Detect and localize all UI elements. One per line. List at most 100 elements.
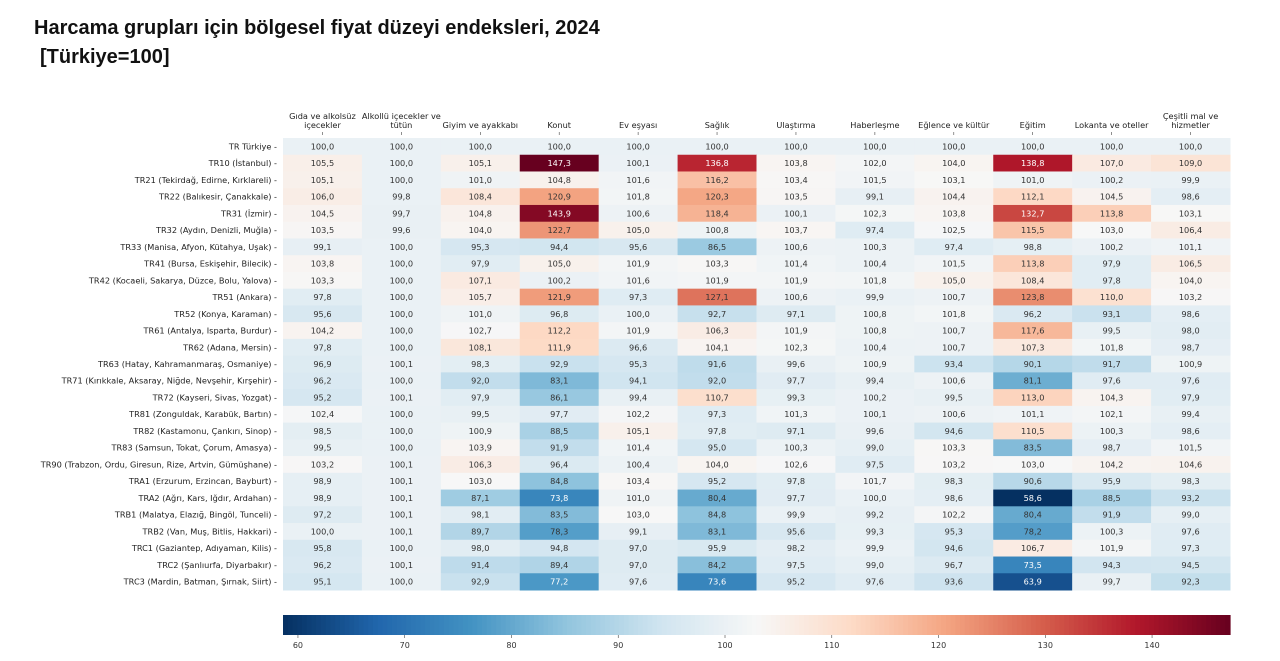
heatmap-cell xyxy=(835,439,915,457)
heatmap-cell xyxy=(993,288,1073,306)
cell-value-label: 99,9 xyxy=(866,292,884,302)
heatmap-cell xyxy=(1072,305,1152,323)
heatmap-cell xyxy=(677,389,757,407)
cell-value-label: 105,7 xyxy=(469,292,492,302)
heatmap-cell xyxy=(835,271,915,290)
colorbar-segment xyxy=(1168,615,1174,635)
heatmap-cell xyxy=(993,322,1073,340)
heatmap-cell xyxy=(993,188,1073,206)
cell-value-label: 97,1 xyxy=(787,309,805,319)
heatmap-cell xyxy=(993,439,1073,457)
colorbar-segment xyxy=(1130,615,1136,635)
chart-subtitle: [Türkiye=100] xyxy=(40,46,170,68)
heatmap-cell xyxy=(677,573,757,591)
cell-value-label: 100,4 xyxy=(863,259,886,269)
cell-value-label: 100,4 xyxy=(863,342,886,352)
cell-value-label: 99,2 xyxy=(866,510,884,520)
row-label: TR10 (İstanbul) - xyxy=(208,158,277,168)
colorbar-segment xyxy=(1154,615,1160,635)
heatmap-cell xyxy=(283,271,363,290)
heatmap-cell xyxy=(283,188,363,206)
colorbar-segment xyxy=(401,615,407,635)
cell-value-label: 92,9 xyxy=(471,577,489,587)
heatmap-cell xyxy=(993,204,1073,223)
heatmap-cell xyxy=(598,221,679,239)
cell-value-label: 99,4 xyxy=(629,392,647,402)
heatmap-cell xyxy=(440,221,521,239)
heatmap-cell xyxy=(1151,171,1231,189)
heatmap-cell xyxy=(361,422,442,440)
heatmap-cell xyxy=(1072,472,1152,491)
heatmap-cell xyxy=(677,556,757,574)
cell-value-label: 100,4 xyxy=(626,459,649,469)
heatmap-cell xyxy=(361,506,442,524)
colorbar-segment xyxy=(699,615,706,635)
heatmap-cell xyxy=(283,288,363,306)
colorbar-segment xyxy=(500,615,507,635)
heatmap-cell xyxy=(440,238,521,256)
cell-value-label: 100,3 xyxy=(1100,426,1123,436)
cell-value-label: 110,0 xyxy=(1100,292,1123,302)
cell-value-label: 98,5 xyxy=(313,426,331,436)
cell-value-label: 97,9 xyxy=(1103,259,1121,269)
heatmap-cell xyxy=(914,154,994,172)
heatmap-cell xyxy=(440,389,521,407)
heatmap-cell xyxy=(914,472,994,491)
cell-value-label: 103,5 xyxy=(784,192,807,202)
heatmap-cell xyxy=(835,221,915,239)
cell-value-label: 147,3 xyxy=(547,158,570,168)
colorbar-segment xyxy=(330,615,336,635)
colorbar-segment xyxy=(609,615,616,635)
cell-value-label: 101,0 xyxy=(626,493,649,503)
heatmap-cell xyxy=(1072,556,1152,574)
heatmap-cell xyxy=(914,573,994,591)
cell-value-label: 103,8 xyxy=(784,158,807,168)
cell-value-label: 97,1 xyxy=(787,426,805,436)
heatmap-cell xyxy=(914,271,994,290)
heatmap-cell xyxy=(756,372,836,390)
cell-value-label: 99,9 xyxy=(1181,175,1199,185)
cell-value-label: 98,9 xyxy=(313,493,331,503)
cell-value-label: 100,0 xyxy=(863,493,886,503)
heatmap-cell xyxy=(598,372,679,390)
cell-value-label: 104,0 xyxy=(1179,275,1202,285)
heatmap-cell xyxy=(835,573,915,591)
heatmap-cell xyxy=(519,221,600,239)
heatmap-cell xyxy=(598,405,679,424)
heatmap-cell xyxy=(993,355,1073,373)
cell-value-label: 97,9 xyxy=(471,259,489,269)
heatmap-cell xyxy=(1151,138,1231,156)
cell-value-label: 95,2 xyxy=(787,577,805,587)
heatmap-cell xyxy=(677,506,757,524)
heatmap-cell xyxy=(283,355,363,373)
cell-value-label: 98,6 xyxy=(1181,309,1199,319)
heatmap-cell xyxy=(677,288,757,306)
colorbar-segment xyxy=(1116,615,1122,635)
heatmap-cell xyxy=(677,322,757,340)
cell-value-label: 99,5 xyxy=(945,392,963,402)
heatmap-cell xyxy=(756,389,836,407)
row-label: TR Türkiye - xyxy=(228,141,277,151)
colorbar-segment xyxy=(638,615,644,635)
heatmap-cell xyxy=(835,389,915,407)
heatmap-cell xyxy=(283,154,363,172)
cell-value-label: 103,1 xyxy=(1179,208,1202,218)
cell-value-label: 83,1 xyxy=(708,526,726,536)
colorbar-segment xyxy=(557,615,563,635)
heatmap-cell xyxy=(835,372,915,390)
colorbar-segment xyxy=(410,615,417,635)
heatmap-cell xyxy=(1151,556,1231,574)
heatmap-cell xyxy=(440,305,521,323)
heatmap-cell xyxy=(598,305,679,323)
colorbar-segment xyxy=(718,615,724,635)
cell-value-label: 97,6 xyxy=(1181,376,1199,386)
cell-value-label: 100,0 xyxy=(390,426,413,436)
column-label: içecekler xyxy=(304,120,341,130)
heatmap-cell xyxy=(1151,255,1231,273)
heatmap-cell xyxy=(756,322,836,340)
cell-value-label: 99,6 xyxy=(866,426,884,436)
heatmap-cell xyxy=(1151,355,1231,373)
heatmap-cell xyxy=(361,523,442,541)
heatmap-cell xyxy=(1151,372,1231,390)
cell-value-label: 91,4 xyxy=(471,560,489,570)
